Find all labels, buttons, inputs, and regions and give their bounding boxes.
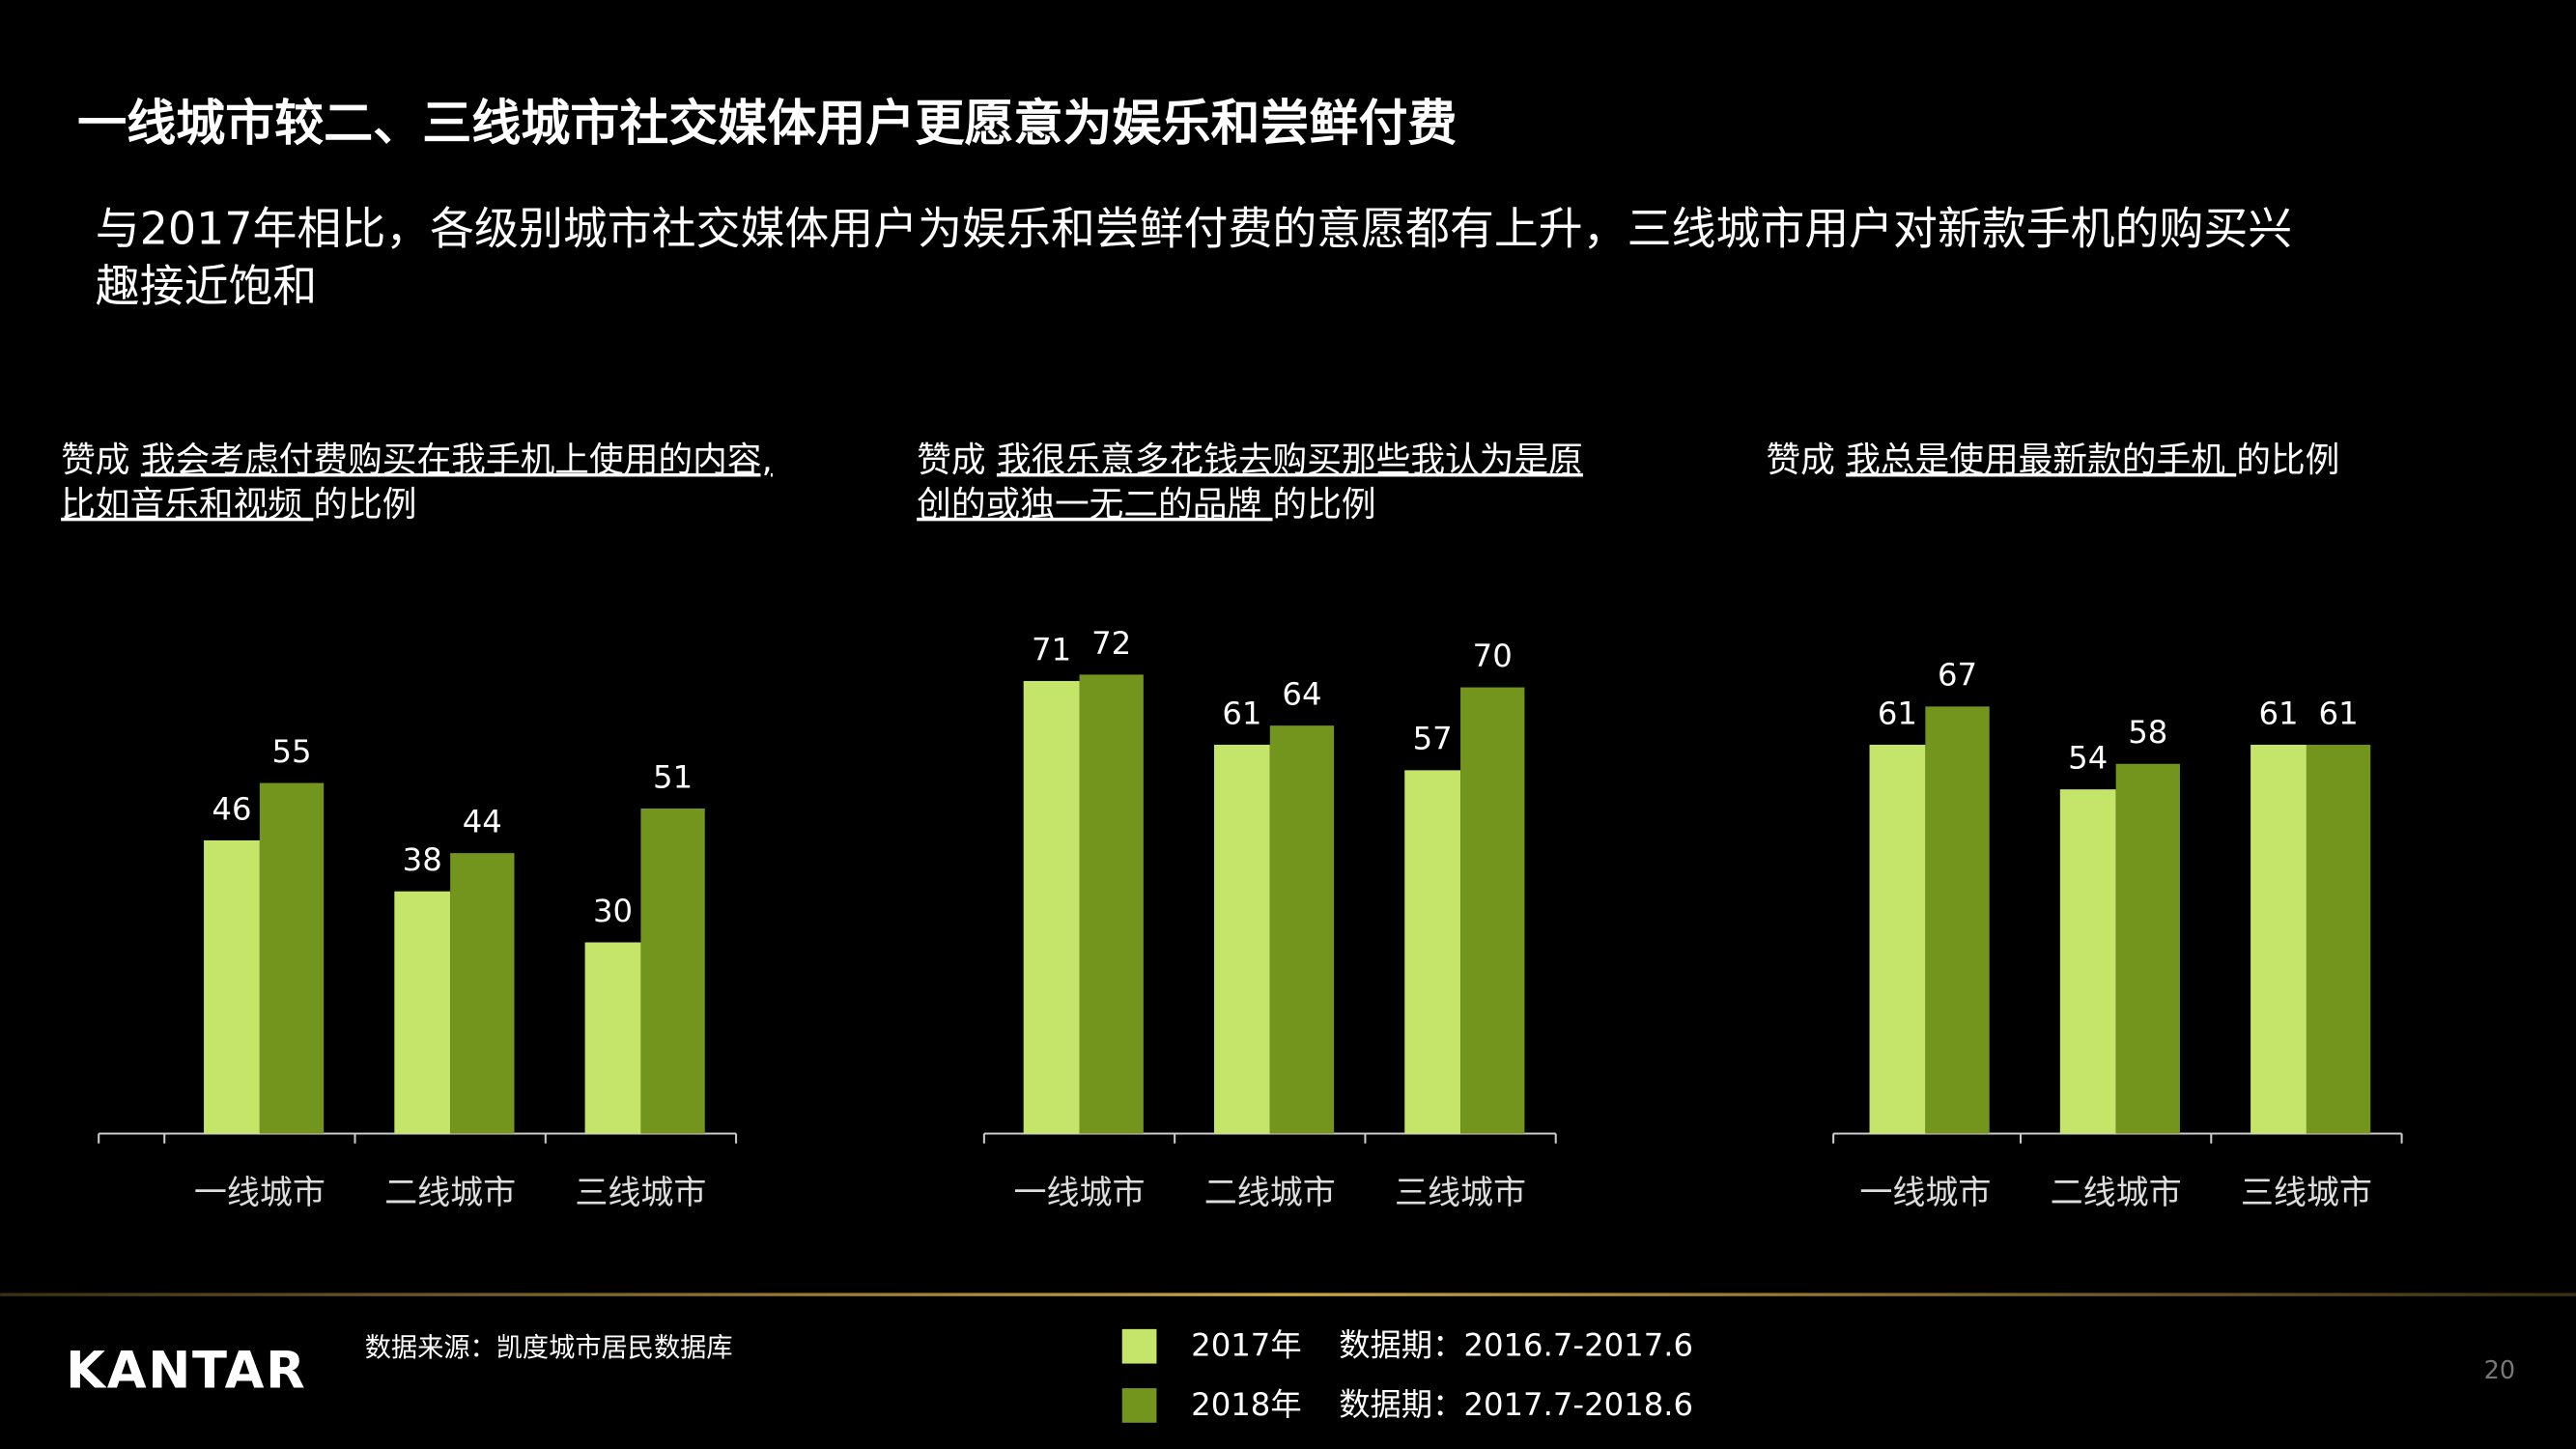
value-label: 61 <box>1878 695 1917 731</box>
legend-label: 2017年 <box>1191 1327 1301 1364</box>
subtitle: 与2017年相比，各级别城市社交媒体用户为娱乐和尝鲜付费的意愿都有上升，三线城市… <box>96 202 2292 254</box>
chart-title: 比如音乐和视频 的比例 <box>61 485 416 525</box>
chart-title: 赞成 我会考虑付费购买在我手机上使用的内容, <box>61 440 773 480</box>
x-tick-label: 三线城市 <box>575 1174 706 1212</box>
chart-title-part: 赞成 <box>1766 440 1846 480</box>
x-tick-label: 二线城市 <box>2051 1174 2182 1212</box>
bar <box>640 808 705 1134</box>
legend-label: 2018年 <box>1191 1386 1301 1423</box>
chart-title-part: 创的或独一无二的品牌 <box>917 485 1272 525</box>
bar <box>2115 763 2180 1134</box>
bar <box>204 839 260 1134</box>
chart-title-part: 的比例 <box>2236 440 2339 480</box>
value-label: 54 <box>2068 740 2108 777</box>
x-tick-label: 一线城市 <box>1859 1174 1991 1212</box>
value-label: 71 <box>1032 631 1071 668</box>
value-label: 44 <box>463 804 502 840</box>
x-tick-label: 一线城市 <box>1014 1174 1146 1212</box>
bar <box>450 853 515 1134</box>
chart-title-part: 我总是使用最新款的手机 <box>1846 440 2236 480</box>
chart-title: 赞成 我总是使用最新款的手机 的比例 <box>1766 440 2339 480</box>
value-label: 61 <box>2258 695 2298 731</box>
bar <box>584 942 641 1134</box>
slide-title: 一线城市较二、三线城市社交媒体用户更愿意为娱乐和尝鲜付费 <box>77 96 1457 153</box>
chart-title-part: 的比例 <box>1273 485 1376 525</box>
legend-swatch <box>1121 1328 1157 1364</box>
bar <box>1404 770 1461 1134</box>
page-number: 20 <box>2484 1356 2515 1385</box>
bar <box>259 782 325 1134</box>
bar <box>1269 725 1335 1134</box>
value-label: 70 <box>1473 638 1513 674</box>
chart-title: 赞成 我很乐意多花钱去购买那些我认为是原 <box>917 440 1583 480</box>
legend-swatch <box>1121 1388 1157 1423</box>
value-label: 64 <box>1282 676 1321 713</box>
bar <box>2250 744 2307 1134</box>
chart-title-part: 的比例 <box>313 485 416 525</box>
bar <box>1925 706 1990 1134</box>
x-tick-label: 三线城市 <box>1395 1174 1526 1212</box>
bar <box>1460 687 1525 1134</box>
value-label: 72 <box>1091 625 1131 662</box>
value-label: 57 <box>1413 721 1453 757</box>
divider <box>0 1293 2576 1296</box>
value-label: 46 <box>212 790 251 827</box>
value-label: 61 <box>2319 695 2359 731</box>
bar <box>394 891 451 1134</box>
logo: KANTAR <box>66 1341 306 1400</box>
legend-period: 数据期：2016.7-2017.6 <box>1339 1327 1693 1364</box>
chart-title-part: 赞成 <box>61 440 141 480</box>
chart-title-part: 比如音乐和视频 <box>61 485 313 525</box>
chart-title: 创的或独一无二的品牌 的比例 <box>917 485 1376 525</box>
bar <box>1213 744 1270 1134</box>
chart-title-part: 我很乐意多花钱去购买那些我认为是原 <box>997 440 1583 480</box>
bar <box>1869 744 1926 1134</box>
bar <box>2306 744 2371 1134</box>
subtitle: 趣接近饱和 <box>96 260 318 312</box>
value-label: 67 <box>1938 657 1977 694</box>
value-label: 58 <box>2128 714 2167 751</box>
x-tick-label: 一线城市 <box>194 1174 326 1212</box>
bar <box>2059 789 2116 1134</box>
chart-title-part: 我会考虑付费购买在我手机上使用的内容, <box>141 440 773 480</box>
bar <box>1079 674 1144 1134</box>
value-label: 38 <box>403 841 442 878</box>
value-label: 51 <box>653 758 693 795</box>
legend-period: 数据期：2017.7-2018.6 <box>1339 1386 1693 1423</box>
value-label: 55 <box>271 733 311 770</box>
bar <box>1023 680 1080 1134</box>
source: 数据来源：凯度城市居民数据库 <box>365 1333 733 1363</box>
x-tick-label: 二线城市 <box>1204 1174 1336 1212</box>
x-tick-label: 二线城市 <box>384 1174 516 1212</box>
value-label: 61 <box>1222 695 1261 731</box>
chart-title-part: 赞成 <box>917 440 997 480</box>
x-tick-label: 三线城市 <box>2241 1174 2372 1212</box>
value-label: 30 <box>593 893 633 929</box>
